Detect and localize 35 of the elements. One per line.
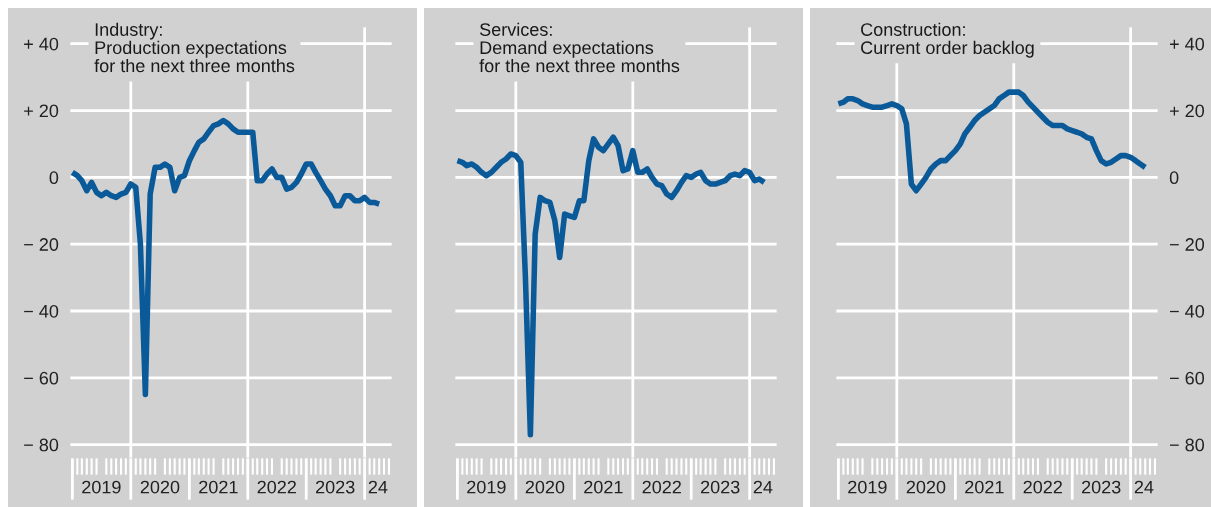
y-tick-label: + 40 bbox=[1169, 37, 1205, 51]
x-tick-label: 2020 bbox=[906, 480, 946, 494]
x-tick-label: 2021 bbox=[965, 480, 1004, 494]
text: Services: Demand expectations for the next three months bbox=[479, 22, 680, 73]
y-tick-label: − 60 bbox=[1170, 371, 1205, 385]
y-tick-label: − 40 bbox=[1170, 304, 1205, 318]
x-tick-label: 2023 bbox=[701, 480, 740, 494]
y-tick-label: − 60 bbox=[24, 371, 59, 385]
x-tick-label: 2023 bbox=[316, 480, 355, 494]
y-tick-label: 0 bbox=[49, 171, 59, 185]
chart-title: Construction: Current order backlog bbox=[861, 22, 1034, 58]
y-tick-label: − 20 bbox=[1170, 238, 1205, 251]
text: Industry: Production expectations for the next three months bbox=[94, 22, 295, 73]
y-tick-label: + 40 bbox=[24, 37, 59, 51]
x-tick-label: 2023 bbox=[1082, 480, 1121, 494]
x-tick-label: 2019 bbox=[848, 480, 887, 494]
y-tick-label: − 80 bbox=[1170, 438, 1205, 452]
y-tick-label: − 80 bbox=[24, 438, 59, 452]
y-tick-label: + 20 bbox=[24, 104, 59, 118]
x-tick-label: 2020 bbox=[525, 480, 565, 494]
x-tick-label: 2019 bbox=[467, 480, 506, 494]
x-tick-label: 2022 bbox=[257, 480, 296, 494]
x-tick-label: 2021 bbox=[199, 480, 238, 494]
y-tick-label: 0 bbox=[1169, 171, 1179, 185]
y-tick-label: − 40 bbox=[24, 304, 59, 318]
x-tick-label: 2020 bbox=[140, 480, 180, 494]
x-tick-label: 24 bbox=[1134, 480, 1154, 494]
x-tick-label: 2022 bbox=[642, 480, 681, 494]
x-tick-label: 2021 bbox=[584, 480, 623, 494]
x-tick-label: 2022 bbox=[1023, 480, 1062, 494]
x-tick-label: 24 bbox=[753, 480, 773, 494]
x-tick-label: 24 bbox=[368, 480, 388, 494]
x-tick-label: 2019 bbox=[82, 480, 121, 494]
y-tick-label: − 20 bbox=[24, 238, 59, 251]
y-tick-label: + 20 bbox=[1169, 104, 1205, 118]
